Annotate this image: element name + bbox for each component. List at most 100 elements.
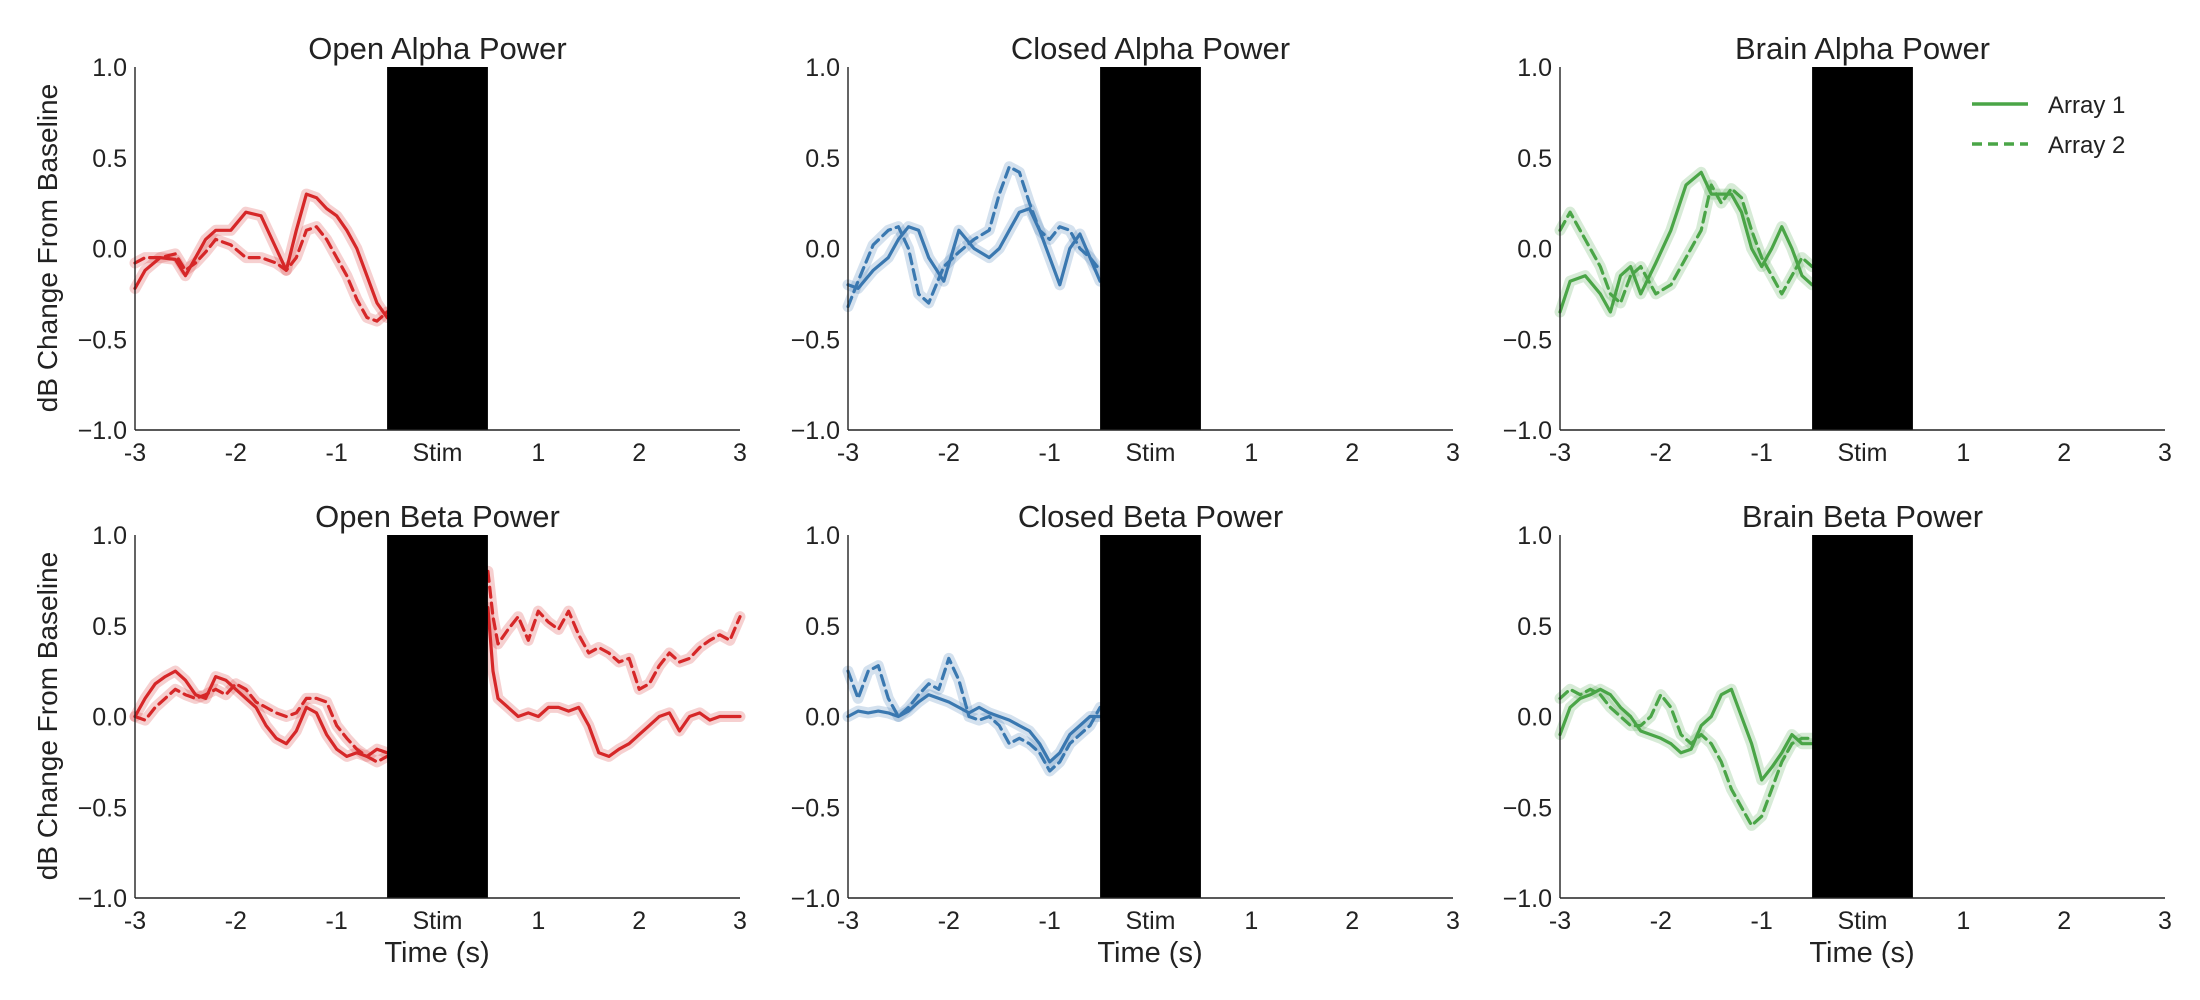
x-tick-label: -3 [1549, 907, 1571, 935]
y-tick-label: 1.0 [1517, 522, 1552, 550]
x-tick-label: 2 [632, 907, 646, 935]
series-2-line [846, 165, 1102, 309]
ylabel-top: dB Change From Baseline [32, 84, 63, 412]
y-tick-label: −1.0 [78, 885, 127, 913]
panel-title: Open Beta Power [315, 499, 560, 534]
y-tick-label: 0.5 [1517, 145, 1552, 173]
series-2-line [133, 682, 389, 764]
x-tick-label: Stim [1126, 439, 1176, 467]
x-tick-label: -2 [225, 439, 247, 467]
y-tick-label: −0.5 [791, 326, 840, 354]
x-tick-label: -2 [938, 439, 960, 467]
y-tick-label: 0.0 [1517, 236, 1552, 264]
x-tick-label: Stim [1838, 439, 1888, 467]
x-tick-label: 3 [2158, 439, 2172, 467]
legend-label-array-2: Array 2 [2048, 132, 2125, 159]
x-tick-label: -3 [124, 439, 146, 467]
stim-block [1100, 67, 1201, 430]
panel-title: Closed Alpha Power [1011, 31, 1290, 66]
panel-brain-beta-power: Brain Beta Power 1.0 0.5 0.0 −0.5 −1.0-3 -2 -1 S… [1503, 499, 2172, 935]
y-tick-label: −0.5 [78, 326, 127, 354]
y-tick-label: 1.0 [805, 54, 840, 82]
y-tick-label: −1.0 [791, 417, 840, 445]
panel-closed-alpha-power: Closed Alpha Power 1.0 0.5 0.0 −0.5 −1.0-3 -2 -… [791, 31, 1460, 467]
x-tick-label: 1 [1244, 907, 1258, 935]
xlabel-col3: Time (s) [1809, 937, 1914, 969]
x-tick-label: -1 [1751, 439, 1773, 467]
x-tick-label: 1 [531, 439, 545, 467]
x-tick-label: Stim [1126, 907, 1176, 935]
x-tick-label: -2 [1650, 439, 1672, 467]
y-tick-label: 0.0 [92, 236, 127, 264]
y-tick-label: −1.0 [1503, 417, 1552, 445]
x-tick-label: -1 [326, 907, 348, 935]
y-tick-label: −0.5 [1503, 326, 1552, 354]
x-tick-label: 3 [733, 907, 747, 935]
x-tick-label: 2 [632, 439, 646, 467]
panel-open-beta-power: Open Beta Power 1.0 0.5 0.0 −0.5 −1.0-3 -2 -1 St… [78, 499, 747, 935]
panel-closed-beta-power: Closed Beta Power 1.0 0.5 0.0 −0.5 −1.0-3 -2 -1… [791, 499, 1460, 935]
x-tick-label: -3 [837, 439, 859, 467]
stim-block [1100, 535, 1201, 898]
x-tick-label: 1 [1956, 439, 1970, 467]
series-2-error-band [482, 565, 746, 695]
series-1-line [486, 606, 742, 758]
y-tick-label: −0.5 [1503, 794, 1552, 822]
series-2-line [486, 569, 742, 691]
panel-title: Brain Beta Power [1742, 499, 1983, 534]
x-tick-label: Stim [1838, 907, 1888, 935]
y-tick-label: 0.0 [805, 704, 840, 732]
xlabel-col1: Time (s) [384, 937, 489, 969]
x-tick-label: -2 [938, 907, 960, 935]
x-tick-label: -2 [1650, 907, 1672, 935]
y-tick-label: 0.5 [1517, 613, 1552, 641]
y-tick-label: 0.5 [805, 145, 840, 173]
x-tick-label: 3 [733, 439, 747, 467]
series-2-line [1558, 183, 1814, 305]
series-1-line [846, 693, 1102, 764]
series-2-line [133, 225, 389, 323]
x-tick-label: 2 [2057, 907, 2071, 935]
x-tick-label: -2 [225, 907, 247, 935]
x-tick-label: Stim [413, 907, 463, 935]
x-tick-label: 3 [1446, 439, 1460, 467]
y-tick-label: 0.0 [92, 704, 127, 732]
y-tick-label: 1.0 [92, 522, 127, 550]
x-tick-label: Stim [413, 439, 463, 467]
y-tick-label: 0.0 [1517, 704, 1552, 732]
panel-title: Open Alpha Power [308, 31, 567, 66]
legend: Array 1 Array 2 [1972, 92, 2125, 159]
series-1-line [1558, 170, 1814, 314]
series-1-line [133, 669, 389, 758]
stim-block [1812, 535, 1913, 898]
x-tick-label: 2 [1345, 907, 1359, 935]
y-tick-label: −1.0 [78, 417, 127, 445]
x-tick-label: 1 [1244, 439, 1258, 467]
legend-label-array-1: Array 1 [2048, 92, 2125, 119]
y-tick-label: 0.5 [92, 145, 127, 173]
xlabel-col2: Time (s) [1097, 937, 1202, 969]
x-tick-label: -3 [837, 907, 859, 935]
x-tick-label: -1 [326, 439, 348, 467]
ylabel-bottom: dB Change From Baseline [32, 552, 63, 880]
series-1-line [133, 192, 389, 320]
panel-title: Brain Alpha Power [1735, 31, 1990, 66]
y-tick-label: 0.5 [805, 613, 840, 641]
stim-block [387, 67, 488, 430]
x-tick-label: -3 [1549, 439, 1571, 467]
x-tick-label: -1 [1751, 907, 1773, 935]
y-tick-label: 1.0 [1517, 54, 1552, 82]
stim-block [1812, 67, 1913, 430]
y-tick-label: −0.5 [791, 794, 840, 822]
series-2-line [1558, 687, 1814, 827]
x-tick-label: 2 [2057, 439, 2071, 467]
x-tick-label: 3 [2158, 907, 2172, 935]
series-1-line [1558, 687, 1814, 782]
stim-block [387, 535, 488, 898]
x-tick-label: 1 [1956, 907, 1970, 935]
panel-title: Closed Beta Power [1018, 499, 1283, 534]
y-tick-label: 1.0 [805, 522, 840, 550]
panel-brain-alpha-power: Brain Alpha Power 1.0 0.5 0.0 −0.5 −1.0-3 -2 -1… [1503, 31, 2172, 467]
x-tick-label: 3 [1446, 907, 1460, 935]
